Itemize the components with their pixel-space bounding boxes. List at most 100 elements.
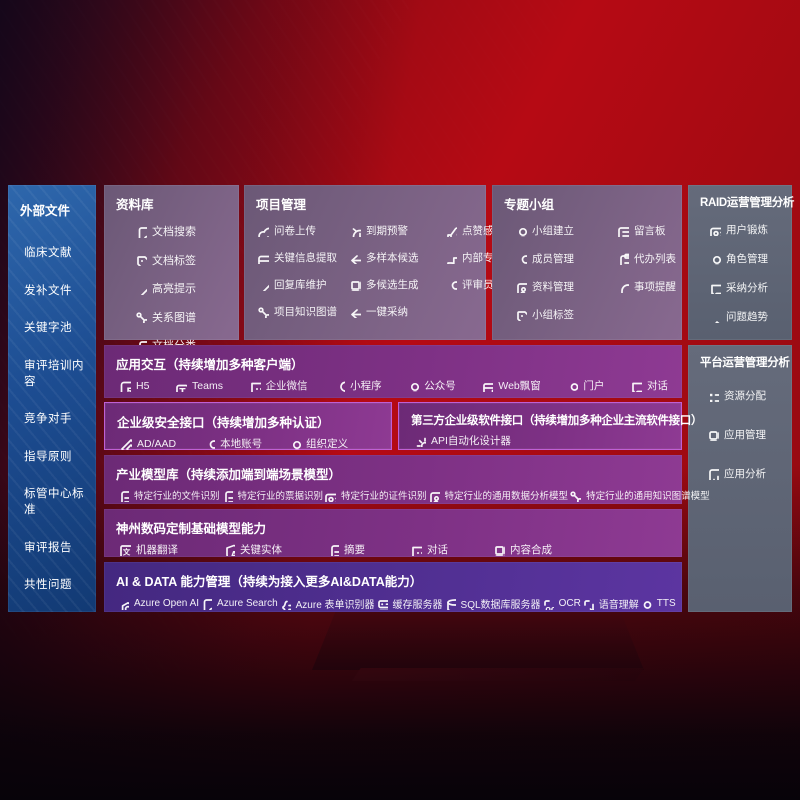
window-icon	[483, 383, 494, 392]
server-icon	[377, 600, 388, 610]
third-party-interface-row: 第三方企业级软件接口（持续增加多种企业主流软件接口） API自动化设计器	[398, 402, 703, 450]
tag-icon	[517, 311, 527, 321]
bbs-icon	[618, 227, 629, 237]
list-item: TTS	[639, 597, 676, 610]
report-icon	[429, 491, 440, 502]
groups-items: 小组建立 留言板 成员管理 代办列表 资料管理 事项提醒 小组标签	[492, 213, 682, 322]
portal-icon	[567, 382, 579, 392]
doc-search-icon	[138, 226, 147, 238]
industry-model-row: 产业模型库（持续添加端到端场景模型） 特定行业的文件识别 特定行业的票据识别 特…	[104, 455, 710, 504]
openai-icon	[121, 601, 129, 610]
people-icon	[709, 255, 721, 265]
data-repository-panel: 资料库 文档搜索 文档标签 高亮提示 关系图谱 文档分类	[104, 185, 239, 352]
project-items: 问卷上传 到期预警 点赞感谢 关键信息提取 多样本候选 内部专家排名 回复库维护…	[244, 213, 525, 319]
row-title: 应用交互（持续增加多种客户端）	[116, 358, 304, 372]
speech-icon	[583, 600, 594, 610]
list-item: 对话	[409, 542, 448, 557]
list-item: 到期预警	[348, 223, 444, 238]
thumbs-up-icon	[447, 227, 457, 237]
list-item: 对话	[629, 378, 668, 393]
list-item: 特定行业的通用数据分析模型	[427, 488, 568, 502]
sidebar-item: 审评报告	[24, 541, 72, 554]
list-item: 文档搜索	[134, 223, 239, 239]
relation-graph-icon	[570, 490, 582, 502]
list-item: H5	[118, 379, 149, 392]
doc-search-icon	[203, 599, 213, 610]
raid-items: 用户锻炼 角色管理 采纳分析 问题趋势	[688, 210, 792, 324]
list-item: 代办列表	[616, 251, 678, 266]
list-item: 门户	[565, 378, 604, 393]
tag-icon	[137, 256, 147, 266]
list-item: 采纳分析	[708, 280, 792, 295]
report-icon	[709, 469, 719, 480]
list-item: 小程序	[332, 378, 382, 393]
list-item: 缓存服务器	[375, 596, 443, 611]
gear-icon	[416, 437, 426, 447]
security-interface-row: 企业级安全接口（持续增加多种认证） AD/AAD 本地账号 组织定义	[104, 402, 392, 450]
list-item: 成员管理	[514, 251, 616, 266]
id-card-icon	[325, 493, 337, 502]
document-icon	[224, 490, 233, 502]
list-item: 机器翻译	[118, 542, 178, 557]
list-item: 文档标签	[134, 252, 239, 268]
chat-qa-icon	[632, 382, 642, 392]
trend-icon	[711, 316, 721, 323]
braces-icon	[281, 600, 291, 610]
person-icon	[447, 281, 457, 291]
apps-icon	[709, 431, 719, 441]
database-icon	[446, 599, 456, 610]
list-item: 特定行业的通用知识图谱模型	[568, 488, 710, 502]
document-icon	[331, 545, 339, 556]
list-item: 关键信息提取	[256, 250, 348, 265]
people-icon	[515, 227, 527, 237]
project-management-panel: 项目管理 问卷上传 到期预警 点赞感谢 关键信息提取 多样本候选 内部专家排名 …	[244, 185, 525, 340]
cloud-upload-icon	[258, 227, 269, 237]
tts-icon	[640, 601, 652, 610]
panel-title: RAID运营管理分析	[700, 197, 795, 209]
list-icon	[709, 392, 719, 402]
id-card-icon	[710, 227, 721, 236]
third-party-items: API自动化设计器	[399, 428, 681, 448]
panel-title: 资料库	[116, 198, 154, 212]
grid-icon	[351, 281, 361, 291]
list-item: 事项提醒	[616, 279, 678, 294]
list-item: 特定行业的票据识别	[220, 488, 323, 502]
list-item: Azure 表单识别器	[278, 596, 375, 611]
list-item: 多候选生成	[348, 277, 444, 292]
interaction-items: H5 Teams 企业微信 小程序 公众号 Web飘窗 门户 对话	[104, 373, 682, 393]
sidebar-item: 发补文件	[24, 284, 72, 297]
reply-arrow-icon	[351, 255, 361, 264]
list-item: SQL数据库服务器	[443, 596, 541, 611]
shield-a-icon	[226, 544, 235, 556]
list-item: 特定行业的证件识别	[323, 488, 427, 502]
list-item: 企业微信	[248, 378, 308, 393]
document-icon	[121, 490, 129, 502]
list-item: API自动化设计器	[413, 433, 511, 448]
list-item: 问题趋势	[708, 309, 792, 324]
base-model-row: 神州数码定制基础模型能力 机器翻译 关键实体 摘要 对话 内容合成	[104, 509, 682, 557]
list-item: 关键实体	[222, 542, 282, 557]
translate-icon	[120, 545, 131, 556]
list-item: 用户锻炼	[708, 222, 792, 237]
list-item: 项目知识图谱	[256, 304, 348, 319]
list-item: Azure Search	[199, 597, 278, 610]
industry-items: 特定行业的文件识别 特定行业的票据识别 特定行业的证件识别 特定行业的通用数据分…	[104, 483, 710, 502]
teams-icon	[176, 384, 188, 392]
app-interaction-row: 应用交互（持续增加多种客户端） H5 Teams 企业微信 小程序 公众号 We…	[104, 345, 682, 398]
list-item: 小组标签	[514, 307, 616, 322]
list-item: 小组建立	[514, 223, 616, 238]
row-title: 第三方企业级软件接口（持续增加多种企业主流软件接口）	[411, 415, 703, 427]
list-item: 应用分析	[706, 466, 792, 481]
list-item: 角色管理	[708, 251, 792, 266]
sidebar-item: 审评培训内容	[24, 359, 84, 388]
people-icon	[289, 440, 302, 450]
panel-title: 平台运营管理分析	[700, 357, 790, 369]
alarm-icon	[352, 228, 361, 237]
base-model-items: 机器翻译 关键实体 摘要 对话 内容合成	[104, 537, 682, 557]
external-files-sidebar: 外部文件 临床文献 发补文件 关键字池 审评培训内容 竞争对手 指导原则 标管中…	[8, 185, 96, 612]
repo-items: 文档搜索 文档标签 高亮提示 关系图谱 文档分类	[104, 213, 239, 353]
list-item: AD/AAD	[119, 437, 176, 450]
sidebar-item: 关键字池	[24, 322, 72, 334]
list-item: Azure Open AI	[116, 597, 199, 610]
relation-graph-icon	[258, 307, 269, 318]
